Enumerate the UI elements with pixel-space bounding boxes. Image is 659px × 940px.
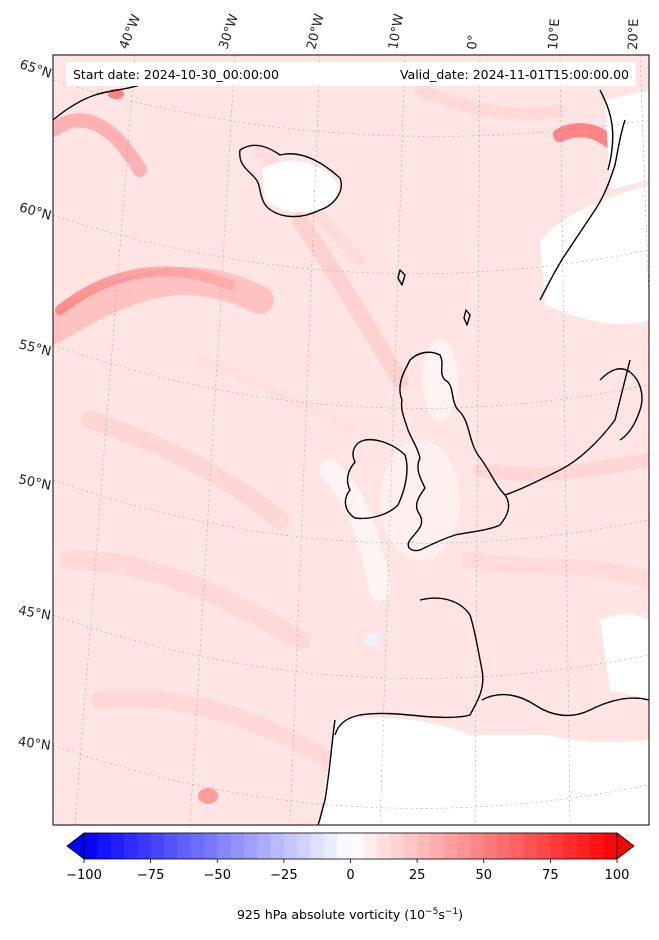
colorbar-cell [443, 833, 458, 859]
colorbar-cell [390, 833, 405, 859]
colorbar-cell [177, 833, 192, 859]
scandinavia-coast [599, 89, 614, 171]
colorbar-cell [483, 833, 498, 859]
colorbar-label: 925 hPa absolute vorticity (10−5s−1) [237, 907, 463, 922]
colorbar-cell [110, 833, 125, 859]
colorbar-tick-label: −25 [270, 868, 297, 883]
baltic-coast [599, 368, 643, 441]
colorbar-cell [577, 833, 591, 859]
colorbar-cell [563, 833, 578, 859]
colorbar-cell [163, 833, 178, 859]
colorbar-cell [230, 833, 245, 859]
colorbar-cell [97, 833, 112, 859]
map-frame [52, 54, 650, 826]
lat-label: 60°N [17, 200, 53, 223]
colorbar-cell [430, 833, 445, 859]
colorbar-tick-label: 50 [475, 868, 492, 883]
lon-label: 10°E [546, 18, 563, 50]
colorbar-cell [537, 833, 551, 859]
colorbar-cell [203, 833, 218, 859]
scotland-england-coast [399, 351, 510, 552]
colorbar-cell [470, 833, 485, 859]
colorbar-cell [270, 833, 285, 859]
iberia-coast [317, 719, 336, 825]
faroe-islands [397, 269, 406, 286]
lat-label: 65°N [18, 57, 54, 81]
lon-label: 20°W [304, 12, 327, 51]
white-land-areas [262, 90, 649, 825]
ireland-coast [344, 438, 408, 520]
latitude-labels: 65°N 60°N 55°N 50°N 45°N 40°N [17, 57, 53, 754]
shetland-islands [463, 309, 471, 326]
colorbar-cell [137, 833, 152, 859]
colorbar-cell [323, 833, 338, 859]
colorbar-cell [603, 833, 618, 859]
colorbar-cell [243, 833, 258, 859]
colorbar-cell [350, 833, 365, 859]
colorbar-extend-min [66, 832, 85, 860]
colorbar-cell [497, 833, 511, 859]
lat-label: 40°N [17, 735, 52, 754]
graticule [53, 55, 649, 825]
colorbar-ticks: −100 −75 −50 −25 0 25 50 75 100 [66, 859, 629, 883]
colorbar-tick-label: 75 [542, 868, 559, 883]
colorbar-cell [510, 833, 525, 859]
colorbar-tick-label: −50 [204, 868, 231, 883]
colorbar-tick-label: −75 [137, 868, 164, 883]
local-vorticity-max [198, 788, 218, 804]
colorbar-cells [84, 833, 618, 859]
colorbar-cell [217, 833, 232, 859]
colorbar-cell [377, 833, 392, 859]
start-date-label: Start date: 2024-10-30_00:00:00 [73, 67, 279, 82]
lon-label: 10°W [386, 13, 407, 51]
colorbar-cell [283, 833, 298, 859]
colorbar-tick-label: 100 [605, 868, 630, 883]
colorbar-cell [523, 833, 538, 859]
map-panel [53, 55, 649, 825]
lat-label: 45°N [17, 603, 52, 623]
colorbar-cell [417, 833, 432, 859]
colorbar-cell [150, 833, 165, 859]
coastlines [53, 69, 649, 825]
valid-date-label: Valid_date: 2024-11-01T15:00:00.00 [400, 67, 629, 82]
colorbar-cell [337, 833, 352, 859]
longitude-labels: 40°W 30°W 20°W 10°W 0° 10°E 20°E [117, 12, 642, 51]
colorbar-cell [257, 833, 272, 859]
mediterranean-coast [481, 693, 649, 717]
lon-label: 40°W [117, 12, 144, 51]
colorbar-cell [84, 833, 98, 859]
iceland-coast [239, 144, 342, 218]
colorbar-cell [457, 833, 472, 859]
colorbar-cell [310, 833, 325, 859]
local-vorticity-min [364, 634, 380, 646]
vorticity-streaks [53, 84, 649, 769]
norway-coast [539, 119, 626, 301]
colorbar: −100 −75 −50 −25 0 25 50 75 100 [66, 832, 635, 883]
colorbar-cell [190, 833, 205, 859]
header-bar [66, 62, 636, 86]
colorbar-cell [403, 833, 418, 859]
colorbar-tick-label: 0 [346, 868, 354, 883]
colorbar-cell [590, 833, 605, 859]
lon-label: 30°W [217, 12, 242, 51]
north-sea-coast [504, 359, 631, 496]
colorbar-cell [363, 833, 378, 859]
lat-label: 50°N [17, 472, 52, 493]
lat-label: 55°N [17, 337, 52, 359]
colorbar-cell [297, 833, 312, 859]
lon-label: 20°E [626, 18, 642, 50]
colorbar-extend-max [616, 832, 635, 860]
colorbar-tick-label: −100 [66, 868, 102, 883]
lon-label: 0° [465, 34, 481, 50]
colorbar-tick-label: 25 [409, 868, 426, 883]
colorbar-cell [123, 833, 138, 859]
colorbar-cell [550, 833, 565, 859]
france-coast [334, 597, 484, 736]
